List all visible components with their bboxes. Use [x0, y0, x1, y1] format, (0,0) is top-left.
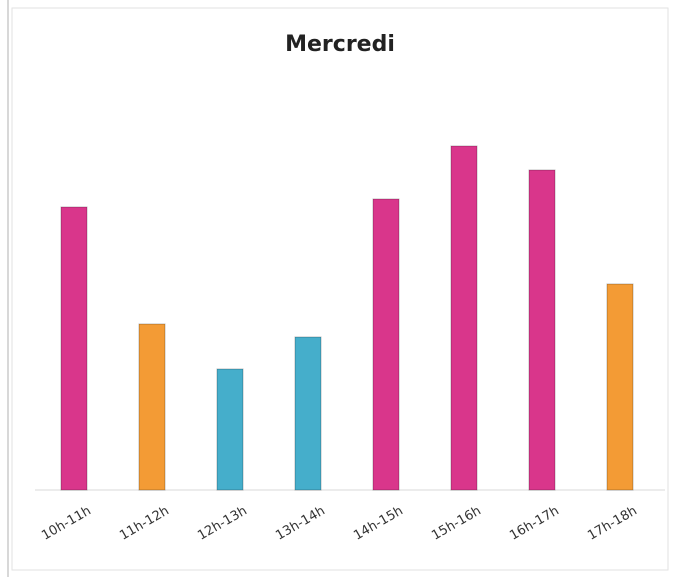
bar — [528, 169, 556, 491]
bar — [138, 323, 166, 491]
chart-title: Mercredi — [285, 32, 395, 57]
bar — [450, 145, 478, 491]
bar — [606, 283, 634, 491]
chart-frame — [11, 7, 669, 571]
bar — [216, 368, 244, 491]
bar — [294, 336, 322, 491]
bar — [60, 206, 88, 491]
bar — [372, 198, 400, 491]
